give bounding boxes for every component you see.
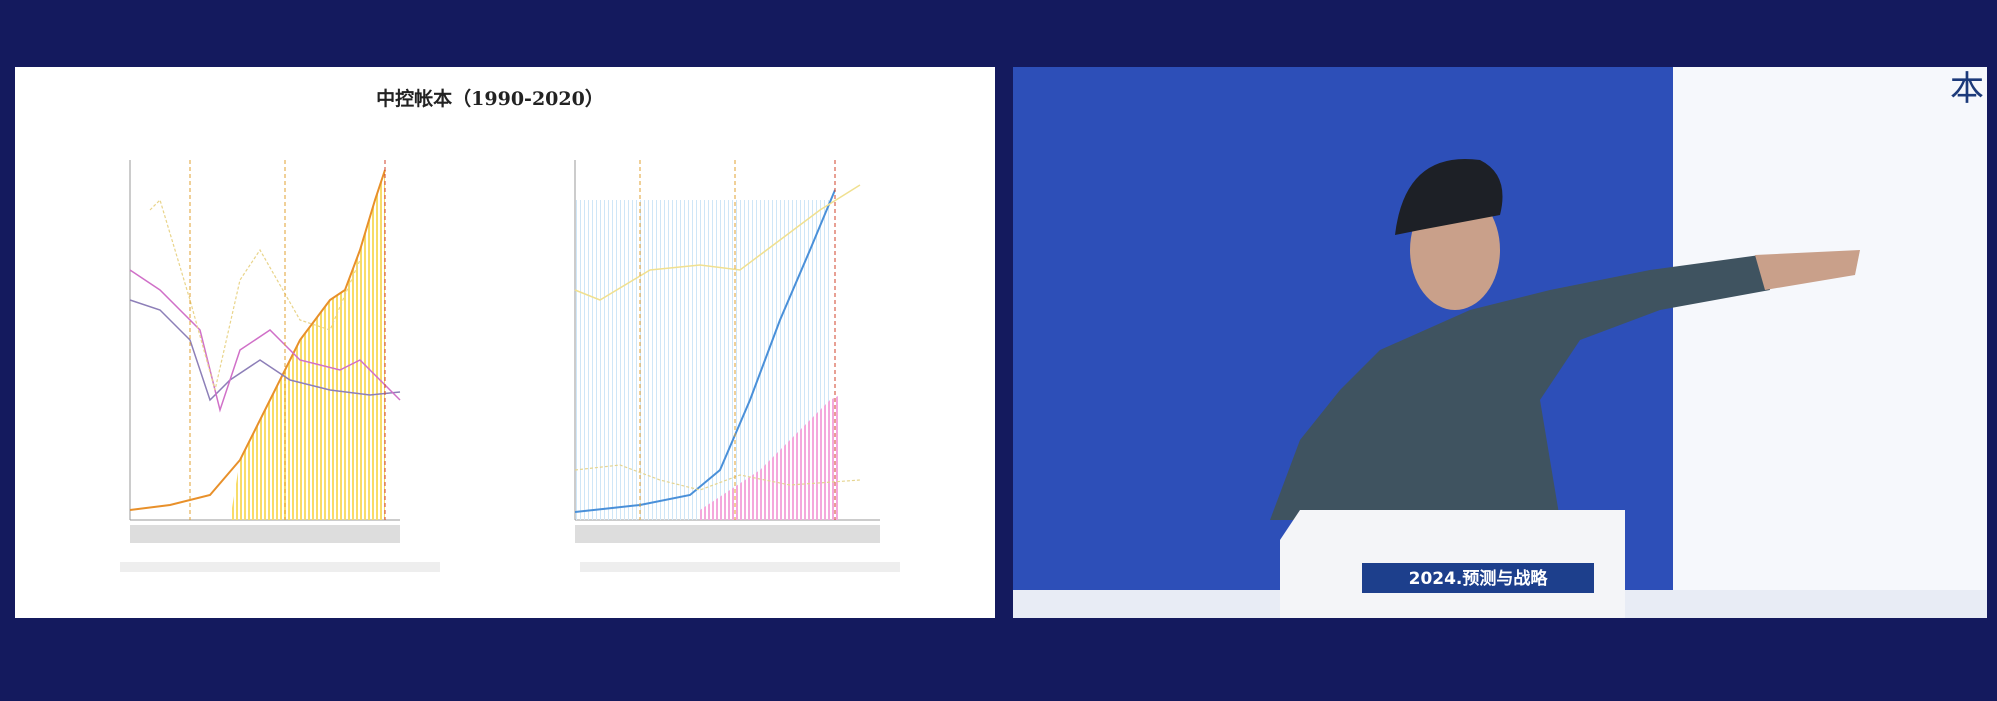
speaker-hair: [1395, 158, 1503, 235]
slide: 中控帐本（1990-2020）: [15, 67, 995, 618]
podium-banner-text: 2024.预测与战略: [1409, 568, 1549, 589]
podium-banner: [1362, 563, 1594, 593]
area: [230, 170, 385, 520]
line: [129, 169, 386, 511]
line: [129, 269, 401, 413]
legend: [580, 562, 900, 572]
screen-text: 本: [1950, 69, 1984, 109]
line: [149, 198, 361, 391]
line: [129, 299, 401, 402]
axis-labels: [575, 525, 880, 543]
speaker-hand: [1755, 250, 1860, 290]
legend: [120, 562, 440, 572]
area: [575, 200, 830, 520]
speaker-body: [1270, 255, 1770, 520]
line: [574, 184, 861, 301]
axis-labels: [130, 525, 400, 543]
slide-title: 中控帐本（1990-2020）: [376, 87, 604, 110]
chart-right: [574, 160, 900, 572]
area: [700, 395, 840, 520]
line: [574, 464, 861, 491]
chart-left: [120, 160, 440, 572]
projection-screen: [1673, 67, 1987, 618]
video: 本 2024.预测与战略: [1013, 67, 1987, 618]
